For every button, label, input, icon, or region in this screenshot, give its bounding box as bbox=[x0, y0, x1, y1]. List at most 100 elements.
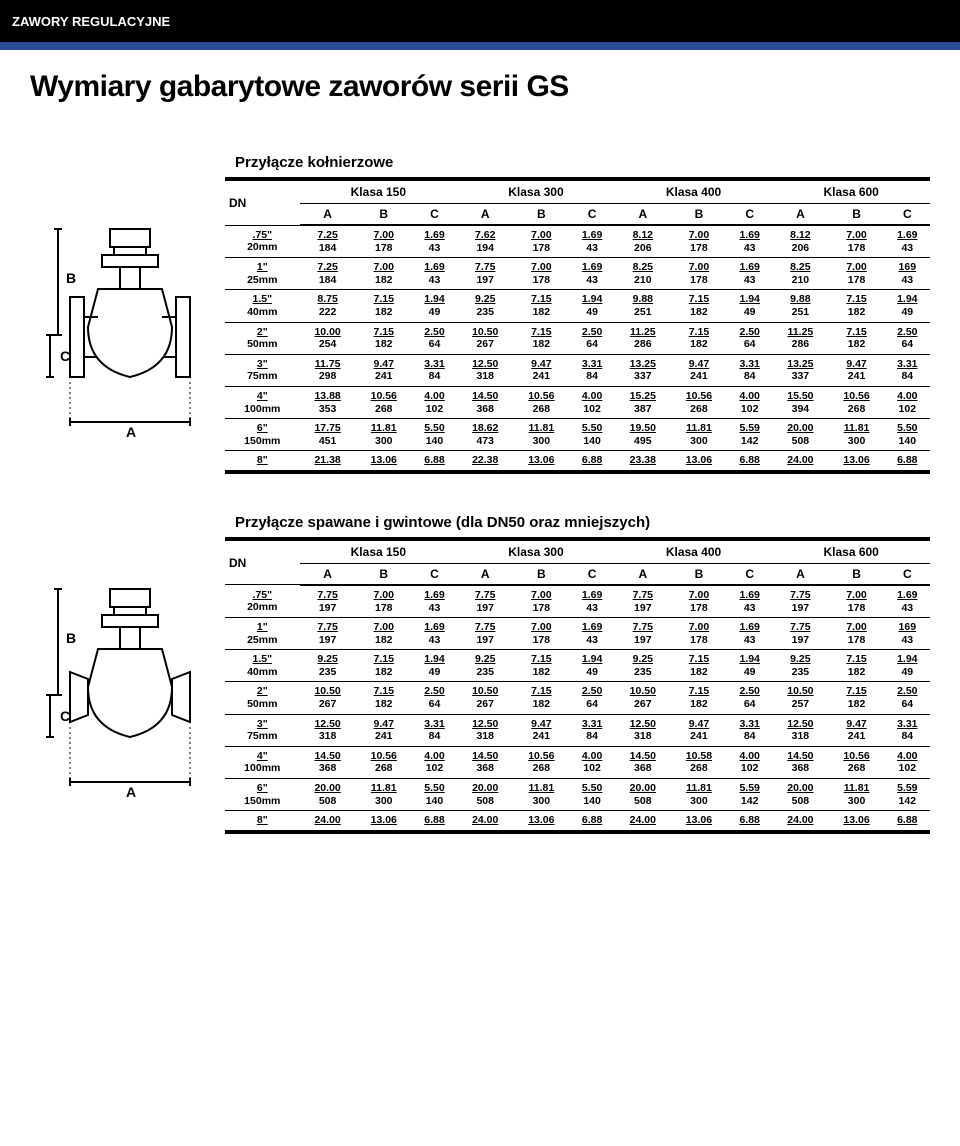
value-cell: 1.6943 bbox=[569, 585, 614, 618]
abc-header: B bbox=[356, 204, 412, 226]
value-cell: 13.06 bbox=[356, 811, 412, 832]
value-cell: 9.25235 bbox=[615, 650, 671, 682]
value-cell: 1.6943 bbox=[412, 225, 457, 258]
value-cell: 7.75197 bbox=[457, 585, 513, 618]
value-cell: 6.88 bbox=[727, 451, 772, 472]
value-cell: 12.50318 bbox=[457, 714, 513, 746]
value-cell: 12.50318 bbox=[300, 714, 356, 746]
abc-header: B bbox=[513, 563, 569, 585]
value-cell: 14.50368 bbox=[457, 746, 513, 778]
value-cell: 8.12206 bbox=[615, 225, 671, 258]
value-cell: 11.81300 bbox=[356, 419, 412, 451]
dn-cell: 3"75mm bbox=[225, 714, 300, 746]
value-cell: 21.38 bbox=[300, 451, 356, 472]
dn-cell: 2"50mm bbox=[225, 682, 300, 714]
dimension-table: DNKlasa 150Klasa 300Klasa 400Klasa 600AB… bbox=[225, 537, 930, 834]
svg-text:B: B bbox=[66, 270, 76, 286]
value-cell: 4.00102 bbox=[569, 386, 614, 418]
value-cell: 1.9449 bbox=[569, 650, 614, 682]
value-cell: 1.6943 bbox=[727, 618, 772, 650]
value-cell: 9.47241 bbox=[513, 714, 569, 746]
section-title: Przyłącze kołnierzowe bbox=[235, 154, 930, 171]
diagram-column: B C A bbox=[30, 177, 225, 447]
abc-header: B bbox=[828, 204, 884, 226]
value-cell: 24.00 bbox=[772, 451, 828, 472]
value-cell: 7.15182 bbox=[828, 290, 884, 322]
value-cell: 10.58268 bbox=[671, 746, 727, 778]
value-cell: 13.06 bbox=[513, 811, 569, 832]
value-cell: 5.59142 bbox=[727, 419, 772, 451]
value-cell: 7.00178 bbox=[356, 225, 412, 258]
abc-header: C bbox=[885, 204, 930, 226]
table-row: 3"75mm11.752989.472413.318412.503189.472… bbox=[225, 354, 930, 386]
value-cell: 7.15182 bbox=[356, 290, 412, 322]
value-cell: 11.81300 bbox=[671, 419, 727, 451]
abc-header: B bbox=[356, 563, 412, 585]
dn-header: DN bbox=[225, 179, 300, 225]
table-row: 1.5"40mm9.252357.151821.94499.252357.151… bbox=[225, 650, 930, 682]
value-cell: 2.5064 bbox=[569, 682, 614, 714]
value-cell: 11.75298 bbox=[300, 354, 356, 386]
value-cell: 7.00178 bbox=[828, 258, 884, 290]
abc-header: C bbox=[569, 204, 614, 226]
value-cell: 13.06 bbox=[671, 451, 727, 472]
value-cell: 7.75197 bbox=[615, 585, 671, 618]
value-cell: 7.00178 bbox=[513, 225, 569, 258]
value-cell: 1.6943 bbox=[727, 225, 772, 258]
table-row: 8"21.3813.066.8822.3813.066.8823.3813.06… bbox=[225, 451, 930, 472]
value-cell: 13.25337 bbox=[772, 354, 828, 386]
dn-cell: 4"100mm bbox=[225, 386, 300, 418]
value-cell: 9.25235 bbox=[457, 290, 513, 322]
value-cell: 8.12206 bbox=[772, 225, 828, 258]
value-cell: 10.00254 bbox=[300, 322, 356, 354]
value-cell: 9.47241 bbox=[513, 354, 569, 386]
value-cell: 24.00 bbox=[300, 811, 356, 832]
value-cell: 16943 bbox=[885, 618, 930, 650]
value-cell: 2.5064 bbox=[569, 322, 614, 354]
svg-text:B: B bbox=[66, 630, 76, 646]
value-cell: 7.15182 bbox=[671, 650, 727, 682]
value-cell: 1.9449 bbox=[727, 650, 772, 682]
value-cell: 7.00178 bbox=[671, 225, 727, 258]
value-cell: 11.81300 bbox=[828, 779, 884, 811]
value-cell: 10.50267 bbox=[615, 682, 671, 714]
value-cell: 2.5064 bbox=[727, 322, 772, 354]
value-cell: 10.50267 bbox=[300, 682, 356, 714]
value-cell: 14.50368 bbox=[772, 746, 828, 778]
abc-header: C bbox=[412, 204, 457, 226]
value-cell: 15.50394 bbox=[772, 386, 828, 418]
value-cell: 1.6943 bbox=[727, 258, 772, 290]
value-cell: 10.56268 bbox=[671, 386, 727, 418]
value-cell: 6.88 bbox=[885, 451, 930, 472]
value-cell: 4.00102 bbox=[727, 746, 772, 778]
value-cell: 2.5064 bbox=[885, 682, 930, 714]
abc-header: C bbox=[885, 563, 930, 585]
value-cell: 1.6943 bbox=[885, 585, 930, 618]
table-row: 6"150mm20.0050811.813005.5014020.0050811… bbox=[225, 779, 930, 811]
value-cell: 24.00 bbox=[457, 811, 513, 832]
svg-text:A: A bbox=[126, 424, 136, 440]
value-cell: 1.6943 bbox=[885, 225, 930, 258]
dn-cell: 6"150mm bbox=[225, 779, 300, 811]
value-cell: 7.15182 bbox=[356, 650, 412, 682]
abc-header: B bbox=[513, 204, 569, 226]
value-cell: 7.00178 bbox=[513, 585, 569, 618]
dn-cell: 1.5"40mm bbox=[225, 650, 300, 682]
value-cell: 22.38 bbox=[457, 451, 513, 472]
value-cell: 7.15182 bbox=[513, 322, 569, 354]
value-cell: 2.5064 bbox=[412, 322, 457, 354]
value-cell: 4.00102 bbox=[727, 386, 772, 418]
value-cell: 7.15182 bbox=[671, 290, 727, 322]
abc-header: A bbox=[300, 563, 356, 585]
value-cell: 2.5064 bbox=[412, 682, 457, 714]
value-cell: 7.15182 bbox=[513, 682, 569, 714]
table-row: 6"150mm17.7545111.813005.5014018.6247311… bbox=[225, 419, 930, 451]
class-header: Klasa 600 bbox=[772, 179, 930, 204]
svg-text:C: C bbox=[60, 708, 70, 724]
value-cell: 11.81300 bbox=[356, 779, 412, 811]
value-cell: 7.00178 bbox=[671, 618, 727, 650]
dimension-section: Przyłącze kołnierzowe bbox=[30, 154, 930, 474]
value-cell: 5.50140 bbox=[569, 419, 614, 451]
value-cell: 9.88251 bbox=[615, 290, 671, 322]
value-cell: 1.9449 bbox=[885, 290, 930, 322]
